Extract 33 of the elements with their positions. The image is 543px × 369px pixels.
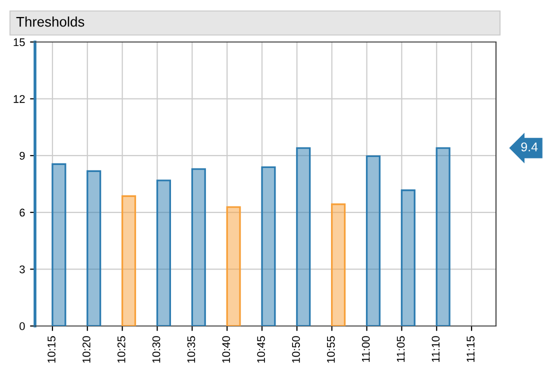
chart-title: Thresholds xyxy=(16,16,84,27)
bar xyxy=(86,170,102,326)
bar xyxy=(366,155,381,326)
bar xyxy=(191,168,206,326)
x-tick-label: 10:45 xyxy=(257,336,265,363)
x-tick-label: 11:15 xyxy=(466,336,475,362)
x-tick-label: 10:20 xyxy=(82,336,90,363)
text: 9.4 xyxy=(521,142,538,152)
x-tick-label: 10:50 xyxy=(292,336,300,363)
y-tick-label: 3 xyxy=(20,265,25,274)
x-tick-label: 11:10 xyxy=(432,336,440,362)
bar xyxy=(121,195,136,326)
x-tick-label: 10:15 xyxy=(48,336,56,363)
bar xyxy=(156,180,171,326)
bar xyxy=(400,189,416,326)
x-tick-label: 10:25 xyxy=(117,336,126,363)
bar xyxy=(331,203,346,326)
bar xyxy=(52,163,66,326)
y-tick-label: 6 xyxy=(20,208,25,217)
x-tick-label: 10:40 xyxy=(222,336,230,363)
bar xyxy=(261,166,276,326)
x-tick-label: 10:35 xyxy=(187,336,196,363)
y-tick-label: 9 xyxy=(20,152,25,160)
x-tick-label: 10:55 xyxy=(326,336,335,363)
x-tick-label: 11:00 xyxy=(362,336,370,362)
bar xyxy=(226,206,241,326)
x-tick-label: 11:05 xyxy=(396,336,405,362)
y-tick-label: 12 xyxy=(14,95,25,103)
bar xyxy=(436,147,450,326)
bar xyxy=(296,147,311,326)
y-tick-label: 15 xyxy=(14,38,25,46)
y-tick-label: 0 xyxy=(20,322,25,330)
x-tick-label: 10:30 xyxy=(152,336,160,363)
